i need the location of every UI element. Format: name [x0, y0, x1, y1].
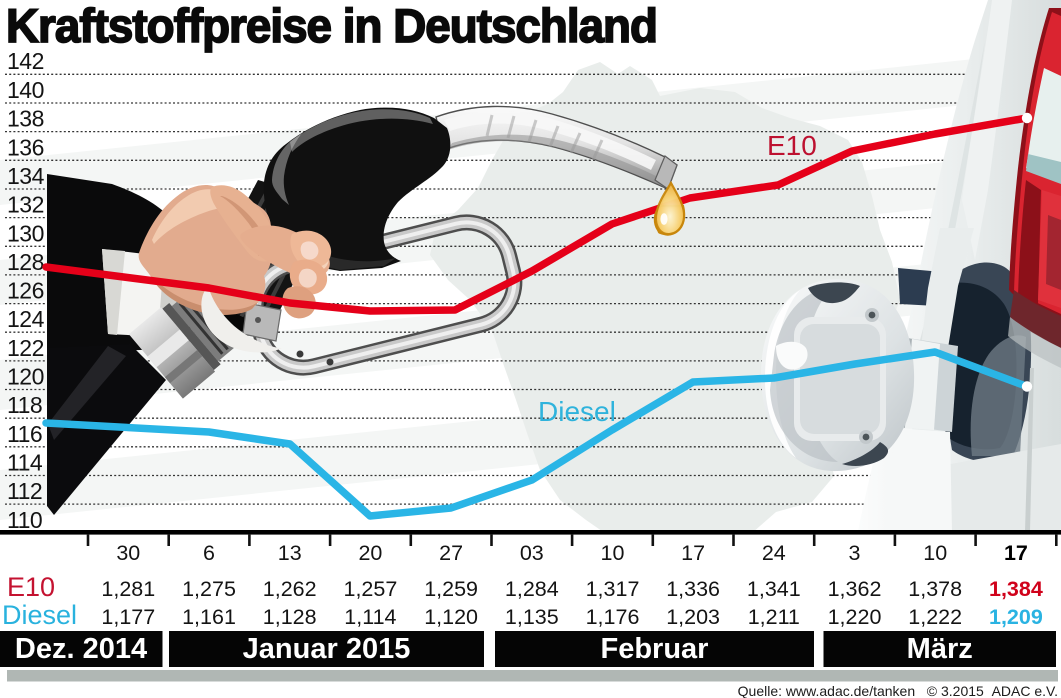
- svg-text:10: 10: [601, 541, 625, 565]
- svg-text:20: 20: [358, 541, 382, 565]
- svg-text:30: 30: [116, 541, 140, 565]
- svg-text:E10: E10: [767, 130, 817, 161]
- svg-text:116: 116: [7, 421, 42, 447]
- svg-text:Februar: Februar: [601, 633, 709, 665]
- svg-text:1,384: 1,384: [989, 577, 1043, 601]
- svg-text:Kraftstoffpreise in Deutschlan: Kraftstoffpreise in Deutschland: [6, 0, 657, 52]
- svg-text:1,177: 1,177: [101, 605, 155, 629]
- svg-text:1,378: 1,378: [908, 577, 962, 601]
- svg-text:1,211: 1,211: [748, 605, 800, 629]
- svg-text:118: 118: [7, 392, 42, 418]
- svg-text:126: 126: [7, 278, 44, 304]
- svg-text:1,317: 1,317: [586, 577, 640, 601]
- svg-text:134: 134: [7, 163, 45, 189]
- svg-text:142: 142: [7, 48, 44, 74]
- svg-text:1,161: 1,161: [182, 605, 236, 629]
- svg-text:17: 17: [1004, 541, 1028, 565]
- svg-text:130: 130: [7, 220, 44, 246]
- svg-text:1,259: 1,259: [424, 577, 478, 601]
- svg-text:3: 3: [849, 541, 861, 565]
- svg-text:122: 122: [7, 335, 44, 361]
- svg-text:27: 27: [439, 541, 463, 565]
- svg-text:1,341: 1,341: [747, 577, 801, 601]
- svg-text:138: 138: [7, 106, 44, 132]
- svg-text:Diesel: Diesel: [538, 396, 616, 427]
- svg-text:110: 110: [7, 507, 42, 533]
- svg-text:112: 112: [7, 478, 42, 504]
- svg-text:1,128: 1,128: [263, 605, 317, 629]
- svg-text:1,220: 1,220: [828, 605, 882, 629]
- svg-text:1,222: 1,222: [908, 605, 962, 629]
- svg-text:E10: E10: [7, 572, 55, 602]
- svg-text:114: 114: [7, 450, 43, 476]
- svg-text:6: 6: [203, 541, 215, 565]
- svg-text:1,257: 1,257: [343, 577, 397, 601]
- svg-text:Quelle: www.adac.de/tanken ©: Quelle: www.adac.de/tanken © 3.2015 ADAC…: [738, 683, 1058, 698]
- svg-text:1,362: 1,362: [828, 577, 882, 601]
- svg-text:132: 132: [7, 192, 44, 218]
- svg-text:13: 13: [278, 541, 302, 565]
- svg-text:140: 140: [7, 77, 44, 103]
- svg-text:1,275: 1,275: [182, 577, 236, 601]
- svg-text:Diesel: Diesel: [2, 600, 77, 630]
- svg-text:1,281: 1,281: [101, 577, 155, 601]
- svg-text:128: 128: [7, 249, 44, 275]
- svg-text:1,284: 1,284: [505, 577, 559, 601]
- svg-text:03: 03: [520, 541, 544, 565]
- svg-text:124: 124: [7, 306, 45, 332]
- svg-text:1,120: 1,120: [424, 605, 478, 629]
- svg-text:10: 10: [923, 541, 947, 565]
- svg-text:1,262: 1,262: [263, 577, 317, 601]
- svg-text:24: 24: [762, 541, 786, 565]
- svg-text:1,176: 1,176: [586, 605, 640, 629]
- svg-text:1,114: 1,114: [344, 605, 396, 629]
- svg-text:Januar 2015: Januar 2015: [243, 633, 411, 665]
- svg-text:17: 17: [681, 541, 705, 565]
- svg-text:Dez. 2014: Dez. 2014: [15, 633, 147, 665]
- svg-text:136: 136: [7, 134, 44, 160]
- svg-text:1,203: 1,203: [666, 605, 720, 629]
- svg-text:120: 120: [7, 364, 44, 390]
- svg-text:März: März: [907, 633, 973, 665]
- svg-text:1,336: 1,336: [666, 577, 720, 601]
- svg-text:1,209: 1,209: [989, 605, 1043, 629]
- svg-text:1,135: 1,135: [505, 605, 559, 629]
